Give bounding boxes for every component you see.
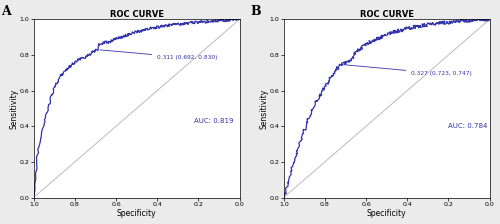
Text: 0.311 (0.692, 0.830): 0.311 (0.692, 0.830) [100,50,218,60]
Title: ROC CURVE: ROC CURVE [360,10,414,19]
X-axis label: Specificity: Specificity [367,209,406,218]
Text: AUC: 0.784: AUC: 0.784 [448,123,488,129]
Text: B: B [251,5,262,18]
Text: A: A [1,5,11,18]
Y-axis label: Sensitivity: Sensitivity [10,88,18,129]
Text: 0.327 (0.723, 0.747): 0.327 (0.723, 0.747) [344,65,472,76]
Title: ROC CURVE: ROC CURVE [110,10,164,19]
Text: AUC: 0.819: AUC: 0.819 [194,118,234,124]
X-axis label: Specificity: Specificity [117,209,156,218]
Y-axis label: Sensitivity: Sensitivity [260,88,268,129]
